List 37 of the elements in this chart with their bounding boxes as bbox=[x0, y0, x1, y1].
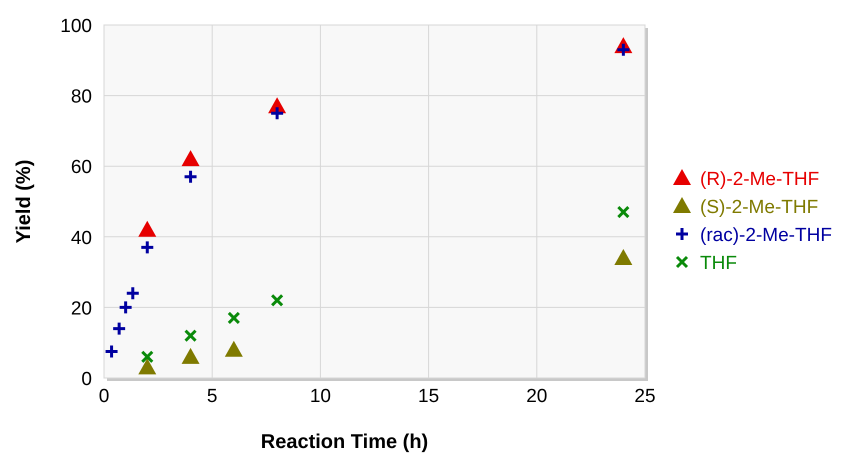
point bbox=[104, 344, 120, 360]
x-tick-label: 25 bbox=[634, 386, 656, 407]
legend-label: (rac)-2-Me-THF bbox=[700, 225, 832, 246]
point bbox=[182, 348, 200, 364]
point bbox=[227, 311, 240, 324]
point bbox=[118, 300, 134, 315]
point bbox=[138, 220, 156, 237]
legend-label: (R)-2-Me-THF bbox=[700, 169, 820, 190]
point bbox=[270, 294, 284, 307]
y-tick-label: 0 bbox=[81, 369, 92, 390]
point bbox=[184, 329, 198, 342]
legend-label: THF bbox=[700, 253, 737, 274]
point bbox=[270, 106, 285, 121]
point bbox=[614, 248, 632, 265]
y-tick-label: 100 bbox=[60, 16, 92, 37]
y-tick-label: 60 bbox=[70, 157, 92, 178]
y-axis-title: Yield (%) bbox=[13, 160, 35, 244]
point bbox=[616, 206, 630, 219]
x-tick-label: 20 bbox=[526, 386, 548, 407]
point bbox=[140, 240, 155, 255]
x-tick-label: 15 bbox=[418, 386, 440, 407]
point bbox=[112, 321, 127, 336]
x-tick-label: 0 bbox=[98, 386, 110, 407]
point bbox=[182, 150, 200, 166]
x-axis-title: Reaction Time (h) bbox=[260, 431, 428, 453]
point bbox=[140, 350, 154, 364]
y-tick-label: 80 bbox=[70, 86, 92, 108]
point bbox=[183, 169, 198, 184]
y-tick-label: 20 bbox=[70, 298, 92, 320]
y-tick-label: 40 bbox=[70, 228, 92, 249]
legend-label: (S)-2-Me-THF bbox=[700, 197, 818, 218]
point bbox=[224, 340, 243, 357]
point bbox=[616, 42, 631, 58]
point bbox=[138, 358, 156, 374]
point bbox=[125, 286, 140, 301]
x-tick-label: 10 bbox=[310, 386, 331, 407]
x-tick-label: 5 bbox=[206, 386, 218, 407]
